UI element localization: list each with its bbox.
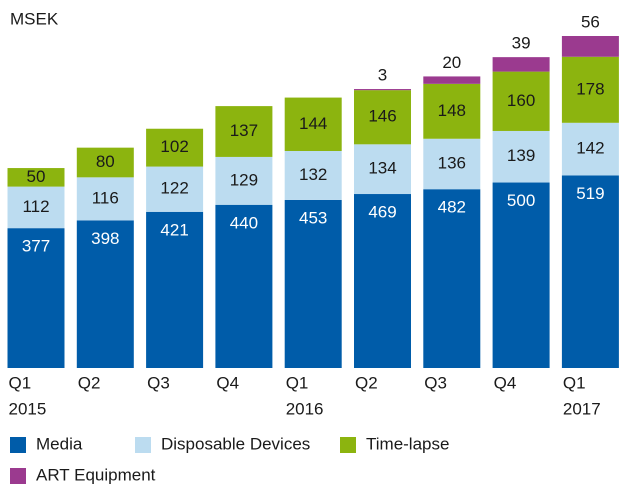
data-label: 134 xyxy=(368,159,396,178)
bar-segment xyxy=(492,130,550,183)
data-label: 178 xyxy=(576,79,604,98)
data-label: 139 xyxy=(507,146,535,165)
data-label: 56 xyxy=(581,12,600,31)
data-label: 421 xyxy=(160,220,188,239)
data-label: 519 xyxy=(576,184,604,203)
bar-segment xyxy=(354,90,411,145)
data-label: 500 xyxy=(507,191,535,210)
legend-label: ART Equipment xyxy=(36,465,156,484)
bar-segment xyxy=(492,182,550,368)
x-tick-label: Q4 xyxy=(494,373,517,392)
data-label: 469 xyxy=(368,203,396,222)
bar-segment xyxy=(492,71,550,131)
data-label: 142 xyxy=(576,139,604,158)
legend-swatch xyxy=(10,468,26,484)
bar-segment xyxy=(76,177,134,221)
bar-segment xyxy=(7,168,65,187)
bar-segment xyxy=(492,57,550,72)
bar-segment xyxy=(7,186,65,229)
bar-segment xyxy=(561,122,619,176)
data-label: 132 xyxy=(299,165,327,184)
legend-label: Media xyxy=(36,434,83,453)
legend-swatch xyxy=(135,437,151,453)
bar-segment xyxy=(215,156,273,205)
bar-segment xyxy=(354,194,411,368)
legend-label: Disposable Devices xyxy=(161,434,310,453)
data-label: 398 xyxy=(91,229,119,248)
bar-segment xyxy=(284,150,342,200)
data-label: 440 xyxy=(230,213,258,232)
data-label: 482 xyxy=(438,198,466,217)
bar-segment xyxy=(146,166,204,212)
chart-title: MSEK xyxy=(10,9,59,28)
data-label: 146 xyxy=(368,107,396,126)
legend-label: Time-lapse xyxy=(366,434,449,453)
x-tick-label: Q1 xyxy=(563,373,586,392)
data-label: 50 xyxy=(27,167,46,186)
legend-swatch xyxy=(10,437,26,453)
bar-segment xyxy=(423,76,481,84)
bar-segment xyxy=(561,56,619,123)
data-label: 160 xyxy=(507,91,535,110)
data-label: 80 xyxy=(96,152,115,171)
data-label: 3 xyxy=(378,66,387,85)
bar-segment xyxy=(215,204,273,368)
bar-segment xyxy=(284,199,342,368)
data-label: 129 xyxy=(230,170,258,189)
bar-segment xyxy=(76,220,134,368)
bar-segment xyxy=(423,83,481,139)
bar-segment xyxy=(146,211,204,368)
x-tick-label: Q2 xyxy=(355,373,378,392)
data-label: 453 xyxy=(299,208,327,227)
data-label: 116 xyxy=(92,188,119,207)
x-group-label: 2017 xyxy=(563,399,601,418)
data-label: 144 xyxy=(299,114,327,133)
data-label: 377 xyxy=(22,237,50,256)
bar-segment xyxy=(423,189,481,368)
bar-segment xyxy=(215,106,273,157)
bar-segment xyxy=(354,89,411,91)
x-tick-label: Q4 xyxy=(216,373,239,392)
data-label: 112 xyxy=(22,197,49,216)
data-label: 136 xyxy=(438,153,466,172)
data-label: 39 xyxy=(512,34,531,53)
x-tick-label: Q3 xyxy=(147,373,170,392)
data-label: 148 xyxy=(438,101,466,120)
bar-segment xyxy=(146,128,204,167)
bar-segment xyxy=(76,147,134,178)
bar-segment xyxy=(423,138,481,190)
data-label: 122 xyxy=(160,179,188,198)
bar-segment xyxy=(561,175,619,368)
x-group-label: 2016 xyxy=(286,399,324,418)
bar-segment xyxy=(561,36,619,57)
x-tick-label: Q3 xyxy=(424,373,447,392)
x-group-label: 2015 xyxy=(9,399,47,418)
x-tick-label: Q1 xyxy=(286,373,309,392)
data-label: 137 xyxy=(230,121,258,140)
bar-segment xyxy=(7,228,65,368)
x-tick-label: Q1 xyxy=(9,373,32,392)
bar-segment xyxy=(354,144,411,195)
data-label: 20 xyxy=(442,53,461,72)
bar-segment xyxy=(284,97,342,151)
data-label: 102 xyxy=(160,137,188,156)
x-tick-label: Q2 xyxy=(78,373,101,392)
legend-swatch xyxy=(340,437,356,453)
